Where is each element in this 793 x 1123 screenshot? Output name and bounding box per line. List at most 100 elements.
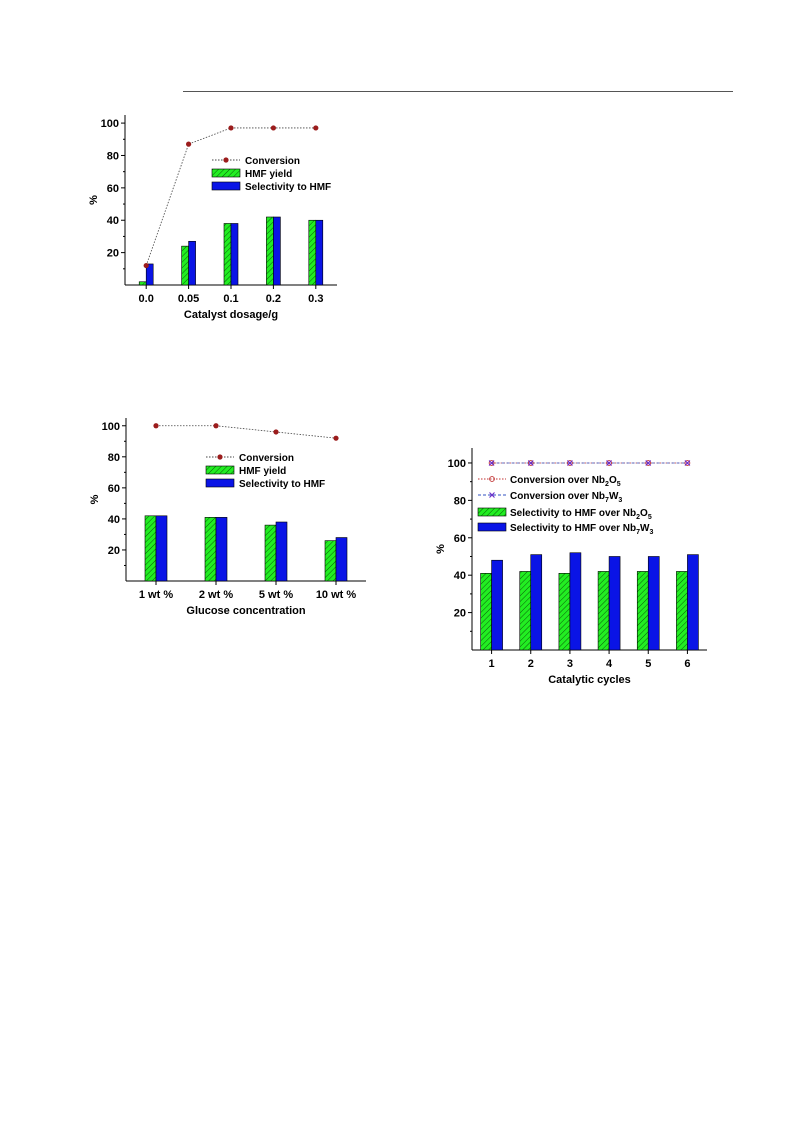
c3-legend-label: Conversion over Nb7W3	[510, 491, 622, 504]
chart-glucose-concentration: 20 40 60 80 100 1 wt % 2 wt % 5 wt % 10 wt % Gluc…	[89, 418, 366, 617]
c1-y-tick-label: 80	[107, 150, 119, 162]
c3-bar-selectivity-nb7w3	[491, 559, 503, 651]
c1-x-tick-label: 0.0	[139, 293, 154, 305]
c3-y-tick-label: 40	[454, 570, 466, 582]
c3-x-tick-label: 2	[528, 658, 534, 670]
c3-bar-selectivity-nb2o5	[558, 573, 571, 651]
c3-bar-selectivity-nb7w3	[647, 556, 660, 651]
c1-legend-hmf-yield-swatch	[211, 168, 241, 178]
c3-y-tick-label: 100	[448, 458, 466, 470]
c3-legend-label: Selectivity to HMF over Nb2O5	[510, 508, 652, 521]
c1-y-tick-label: 20	[107, 248, 119, 260]
c2-legend-hmf-yield-swatch	[205, 465, 235, 475]
c3-bar-selectivity-nb7w3	[569, 552, 582, 651]
c1-x-axis-label: Catalyst dosage/g	[184, 309, 278, 321]
c3-conversion-nb2o5-point	[645, 460, 652, 466]
c3-x-tick-label: 6	[684, 658, 690, 670]
c1-bar-selectivity	[230, 223, 239, 286]
c3-bar-selectivity-nb2o5	[636, 571, 649, 651]
c2-x-tick-label: 1 wt %	[139, 589, 173, 601]
c2-bar-selectivity	[335, 537, 348, 582]
c2-x-tick-label: 10 wt %	[316, 589, 357, 601]
c2-legend-label: HMF yield	[239, 466, 286, 477]
c3-bar-selectivity-nb2o5	[676, 571, 688, 651]
c3-x-tick-label: 1	[489, 658, 495, 670]
chart-catalytic-cycles: 20 40 60 80 100 1 2 3 4 5 6 Catalytic cycles% Conver…	[435, 448, 707, 686]
c3-bar-selectivity-nb7w3	[608, 556, 621, 651]
c1-bar-hmf-yield	[181, 245, 189, 286]
c3-y-tick-label: 60	[454, 533, 466, 545]
c3-x-tick-label: 3	[567, 658, 573, 670]
c2-bar-hmf-yield	[144, 515, 157, 582]
c2-y-tick-label: 60	[108, 483, 120, 495]
c3-x-tick-label: 5	[645, 658, 651, 670]
c1-x-tick-label: 0.1	[223, 293, 238, 305]
c1-legend-label: Conversion	[245, 156, 300, 167]
c1-conversion-point	[143, 262, 149, 269]
c3-conversion-nb2o5-point	[684, 460, 691, 466]
c3-conversion-nb2o5-point	[567, 460, 573, 466]
c1-legend-label: HMF yield	[245, 169, 292, 180]
c2-bar-selectivity	[215, 517, 228, 582]
c3-legend-sel-nb2o5-swatch	[477, 507, 507, 517]
c1-x-tick-label: 0.05	[178, 293, 199, 305]
c3-legend: Conversion over Nb2O5 Conversion over Nb7…	[477, 475, 654, 536]
c3-legend-conv-nb2o5-marker	[489, 476, 495, 482]
c1-bar-hmf-yield	[266, 216, 274, 286]
c3-conversion-nb7w3-point	[488, 460, 495, 466]
c2-y-tick-label: 80	[108, 452, 120, 464]
c2-conversion-point	[333, 435, 339, 441]
c1-conversion-point	[270, 125, 276, 131]
c1-y-axis-label: %	[88, 195, 100, 205]
c3-conversion-nb2o5-point	[488, 460, 495, 466]
c1-legend-selectivity-swatch	[211, 181, 241, 191]
c3-conversion-nb7w3-point	[567, 460, 573, 466]
c2-legend-conversion-marker	[217, 454, 223, 460]
c2-x-axis-label: Glucose concentration	[186, 605, 305, 617]
c2-bar-selectivity	[155, 515, 168, 582]
c2-legend-label: Conversion	[239, 453, 294, 464]
c2-conversion-point	[273, 429, 279, 435]
c3-y-axis-label: %	[435, 544, 447, 554]
c3-bar-selectivity-nb2o5	[480, 573, 492, 651]
c1-y-tick-label: 40	[107, 215, 119, 227]
c2-bar-hmf-yield	[264, 524, 277, 582]
c1-legend: Conversion HMF yield Selectivity to HMF	[211, 156, 331, 193]
c1-conversion-point	[313, 125, 319, 131]
c3-conversion-nb2o5-point	[606, 460, 612, 466]
c3-legend-label: Conversion over Nb2O5	[510, 475, 621, 488]
c1-bar-hmf-yield	[138, 281, 147, 286]
c2-y-tick-label: 40	[108, 514, 120, 526]
c3-bar-selectivity-nb2o5	[597, 571, 610, 651]
c1-legend-conversion-marker	[223, 157, 229, 163]
c3-legend-sel-nb7w3-swatch	[477, 522, 507, 532]
c3-y-tick-label: 80	[454, 495, 466, 507]
c1-bar-selectivity	[145, 263, 154, 286]
c2-x-tick-label: 5 wt %	[259, 589, 293, 601]
c1-bar-selectivity	[273, 216, 281, 286]
header-rule	[183, 91, 733, 92]
c1-bar-selectivity	[188, 240, 196, 286]
c3-conversion-nb7w3-point	[606, 460, 612, 466]
c2-legend-label: Selectivity to HMF	[239, 479, 325, 490]
c2-conversion-point	[153, 423, 159, 429]
c2-conversion-line	[156, 425, 337, 439]
c3-bar-selectivity-nb7w3	[530, 554, 543, 651]
c1-x-tick-label: 0.3	[308, 293, 323, 305]
c2-bar-selectivity	[275, 521, 288, 582]
c2-conversion-point	[213, 423, 219, 429]
c2-y-tick-label: 20	[108, 545, 120, 557]
c1-bar-hmf-yield	[223, 223, 232, 286]
c3-conversion-nb7w3-point	[645, 460, 652, 466]
c1-legend-label: Selectivity to HMF	[245, 182, 331, 193]
c3-x-axis-label: Catalytic cycles	[548, 674, 631, 686]
c3-conversion-nb7w3-point	[684, 460, 691, 466]
c3-legend-label: Selectivity to HMF over Nb7W3	[510, 523, 654, 536]
c3-legend-conv-nb7w3-marker	[489, 492, 495, 498]
c3-conversion-nb7w3-point	[527, 460, 534, 466]
c3-conversion-nb2o5-point	[527, 460, 534, 466]
c1-y-tick-label: 60	[107, 183, 119, 195]
c1-bar-hmf-yield	[308, 219, 317, 286]
c1-y-tick-label: 100	[101, 118, 119, 130]
c2-bar-hmf-yield	[324, 540, 337, 582]
